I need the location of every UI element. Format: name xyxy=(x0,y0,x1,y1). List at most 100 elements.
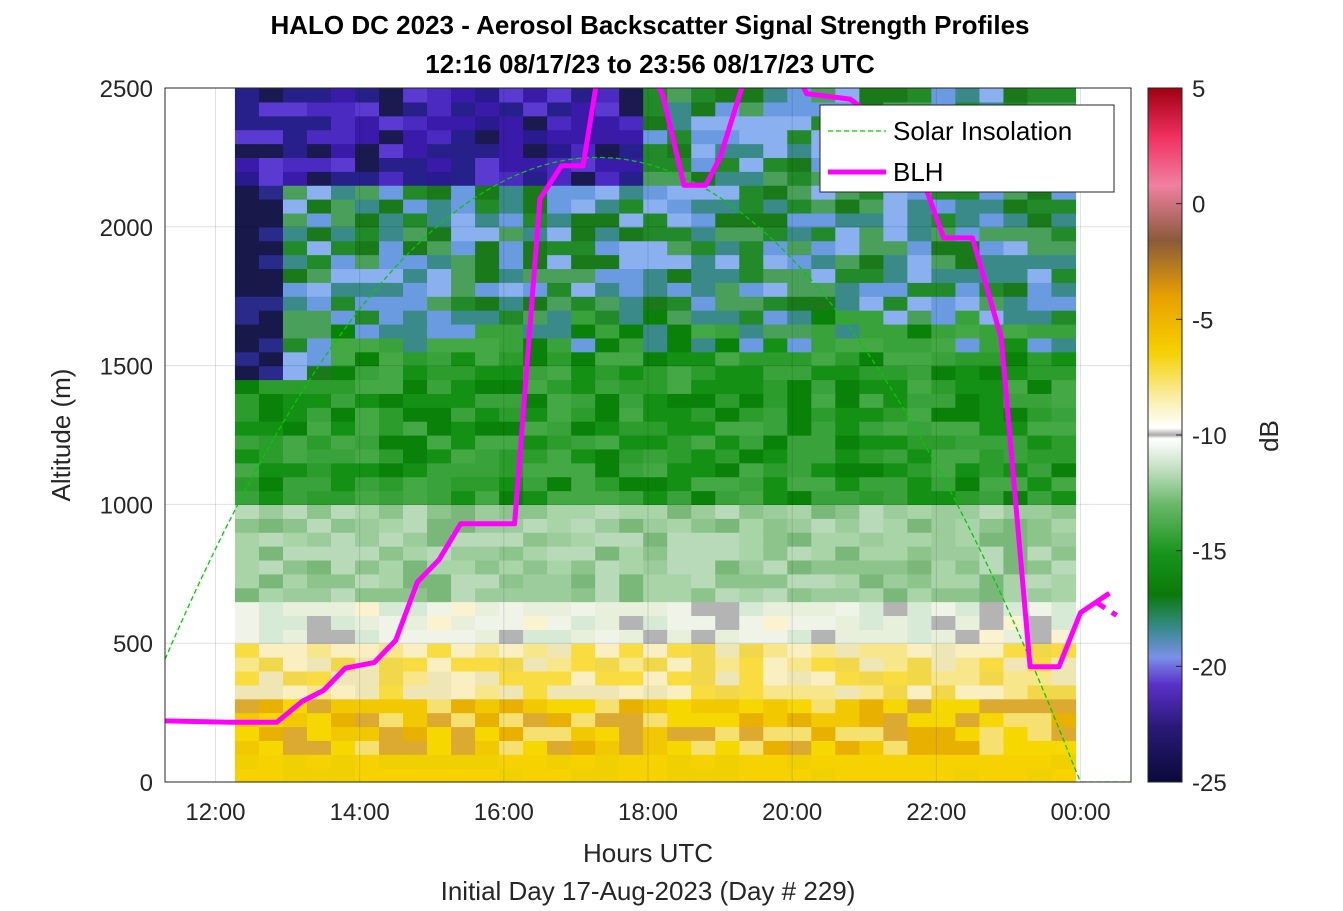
heatmap-cell xyxy=(619,532,644,547)
heatmap-cell xyxy=(1003,754,1029,769)
heatmap-cell xyxy=(667,226,692,242)
heatmap-cell xyxy=(715,573,740,589)
heatmap-cell xyxy=(643,268,668,283)
heatmap-cell xyxy=(403,768,428,783)
heatmap-cell xyxy=(643,323,668,339)
heatmap-cell xyxy=(667,476,692,492)
heatmap-cell xyxy=(355,212,380,228)
heatmap-cell xyxy=(907,199,932,214)
heatmap-cell xyxy=(330,393,356,408)
heatmap-cell xyxy=(931,601,957,617)
heatmap-cell xyxy=(667,448,692,464)
heatmap-cell xyxy=(258,157,284,172)
heatmap-cell xyxy=(306,670,332,686)
heatmap-cell xyxy=(475,504,500,519)
heatmap-cell xyxy=(619,601,644,617)
heatmap-cell xyxy=(859,448,884,464)
heatmap-cell xyxy=(667,407,692,422)
heatmap-cell xyxy=(907,462,932,478)
heatmap-cell xyxy=(955,88,981,103)
heatmap-cell xyxy=(1027,268,1053,283)
heatmap-cell xyxy=(595,670,620,686)
heatmap-cell xyxy=(355,254,380,270)
heatmap-cell xyxy=(1003,684,1029,700)
heatmap-cell xyxy=(667,546,692,561)
heatmap-cell xyxy=(643,559,668,575)
heatmap-cell xyxy=(931,490,957,505)
heatmap-cell xyxy=(258,199,284,214)
heatmap-cell xyxy=(619,587,644,603)
heatmap-cell xyxy=(1027,476,1053,492)
heatmap-cell xyxy=(330,115,356,131)
heatmap-cell xyxy=(643,282,668,297)
heatmap-cell xyxy=(595,712,620,728)
heatmap-cell xyxy=(403,115,428,131)
heatmap-cell xyxy=(403,282,428,297)
x-tick-label: 14:00 xyxy=(330,799,390,826)
heatmap-cell xyxy=(667,740,692,755)
heatmap-cell xyxy=(1003,740,1029,755)
heatmap-cell xyxy=(499,587,524,603)
heatmap-cell xyxy=(643,310,668,325)
heatmap-cell xyxy=(547,143,572,158)
heatmap-cell xyxy=(643,754,668,769)
heatmap-cell xyxy=(715,670,740,686)
blh-line-segment xyxy=(1093,599,1118,618)
heatmap-cell xyxy=(955,726,981,741)
heatmap-cell xyxy=(715,476,740,492)
heatmap-cell xyxy=(379,212,404,228)
heatmap-cell xyxy=(451,101,476,117)
heatmap-cell xyxy=(955,587,981,603)
heatmap-cell xyxy=(979,518,1005,533)
heatmap-cell xyxy=(451,670,476,686)
heatmap-cell xyxy=(739,365,764,381)
heatmap-cell xyxy=(475,532,500,547)
heatmap-cell xyxy=(811,712,836,728)
heatmap-cell xyxy=(835,726,860,741)
heatmap-cell xyxy=(282,226,308,242)
heatmap-cell xyxy=(739,254,764,270)
heatmap-cell xyxy=(1051,282,1077,297)
heatmap-cell xyxy=(859,254,884,270)
heatmap-cell xyxy=(955,296,981,311)
heatmap-cell xyxy=(859,421,884,436)
heatmap-cell xyxy=(691,476,716,492)
heatmap-cell xyxy=(523,393,548,408)
heatmap-cell xyxy=(499,698,524,714)
heatmap-cell xyxy=(595,532,620,547)
heatmap-cell xyxy=(955,684,981,700)
heatmap-cell xyxy=(379,559,404,575)
heatmap-cell xyxy=(282,448,308,464)
heatmap-cell xyxy=(475,657,500,672)
heatmap-cell xyxy=(691,726,716,741)
heatmap-cell xyxy=(691,226,716,242)
colorbar-tick-label: -5 xyxy=(1192,307,1213,334)
heatmap-cell xyxy=(691,435,716,450)
heatmap-cell xyxy=(859,601,884,617)
heatmap-cell xyxy=(787,476,812,492)
heatmap-cell xyxy=(643,393,668,408)
heatmap-cell xyxy=(499,712,524,728)
heatmap-cell xyxy=(282,171,308,186)
heatmap-cell xyxy=(258,379,284,394)
heatmap-cell xyxy=(811,379,836,394)
heatmap-cell xyxy=(667,240,692,256)
heatmap-cell xyxy=(763,296,788,311)
heatmap-cell xyxy=(763,421,788,436)
heatmap-cell xyxy=(619,226,644,242)
heatmap-cell xyxy=(282,504,308,519)
heatmap-cell xyxy=(234,212,260,228)
heatmap-cell xyxy=(379,337,404,353)
heatmap-cell xyxy=(234,379,260,394)
heatmap-cell xyxy=(595,462,620,478)
heatmap-cell xyxy=(547,129,572,145)
heatmap-cell xyxy=(355,421,380,436)
heatmap-cell xyxy=(403,657,428,672)
plot-frame xyxy=(164,87,1132,783)
footnote: Initial Day 17-Aug-2023 (Day # 229) xyxy=(441,876,856,906)
colorbar: 50-5-10-15-20-25 dB xyxy=(1147,76,1284,797)
heatmap-cell xyxy=(451,462,476,478)
heatmap-cell xyxy=(1051,435,1077,450)
heatmap-cell xyxy=(355,518,380,533)
heatmap-cell xyxy=(282,296,308,311)
